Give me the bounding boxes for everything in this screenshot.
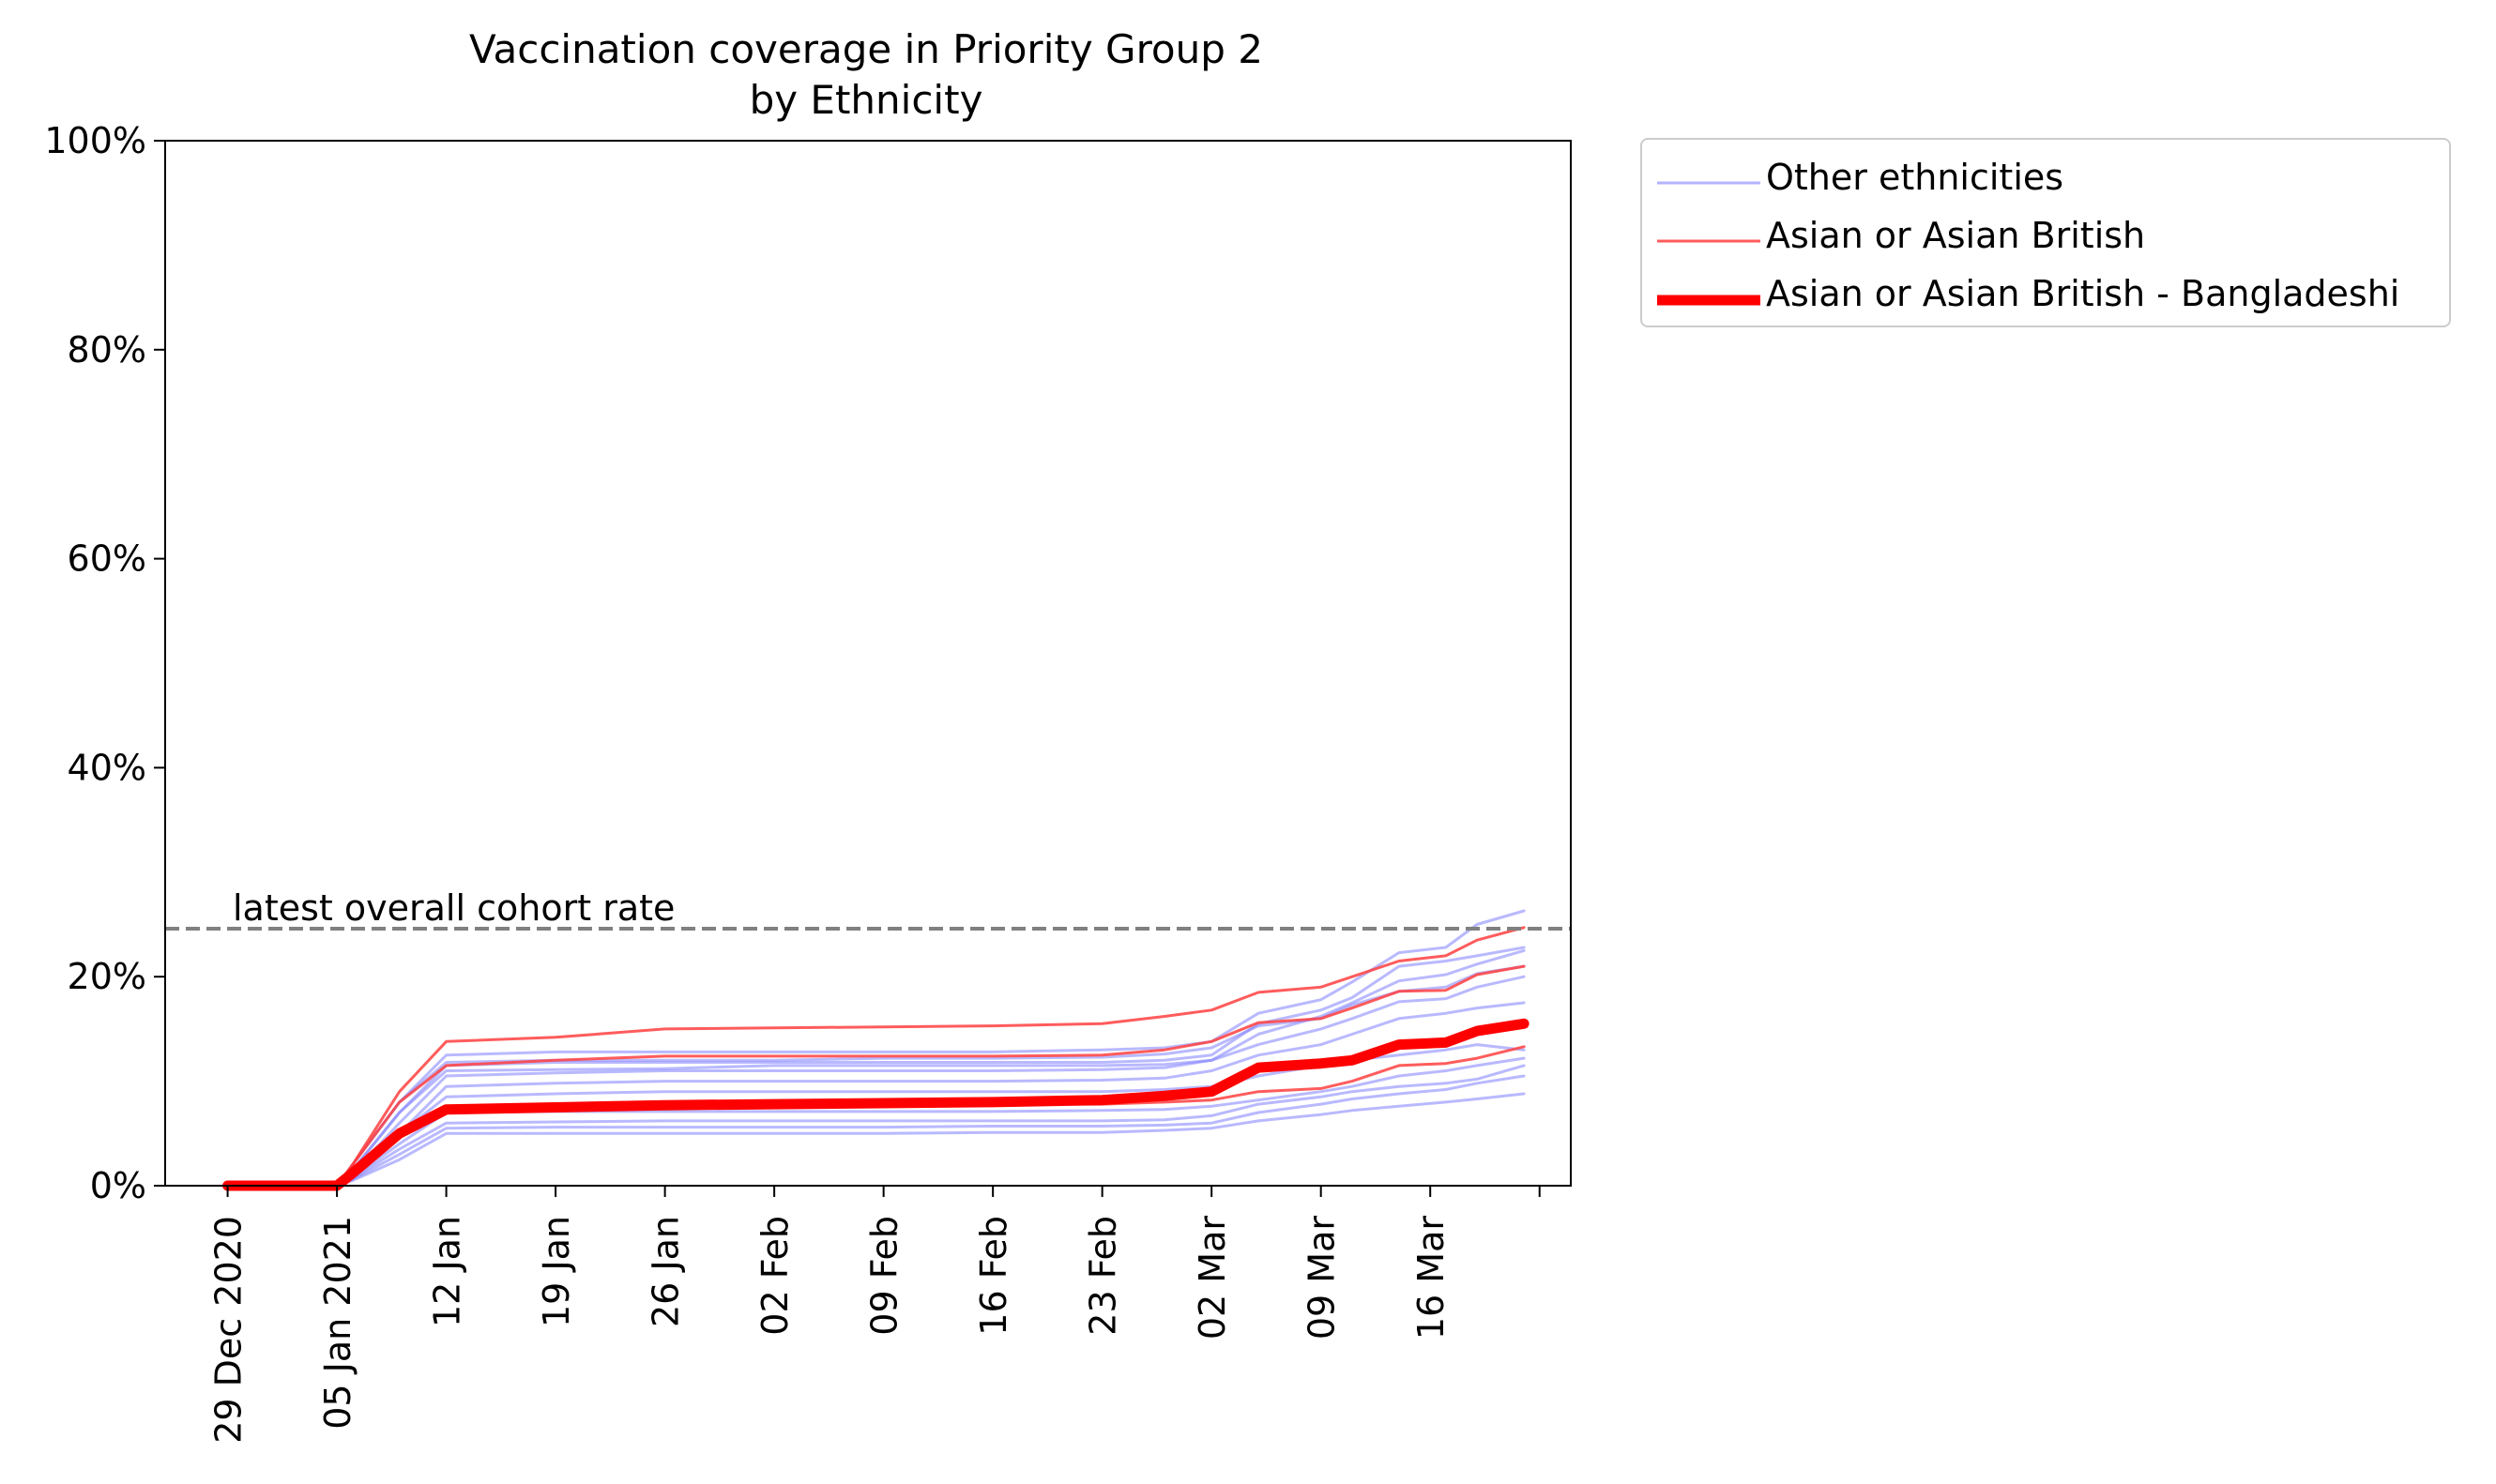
x-tick-label: 16 Mar — [1410, 1216, 1452, 1340]
series-line-asian-12 — [226, 964, 1526, 1188]
x-tick-label: 26 Jan — [646, 1216, 687, 1327]
series-line-other-7 — [226, 1064, 1526, 1188]
y-tick-label: 40% — [68, 747, 146, 788]
reference-line-label: latest overall cohort rate — [233, 887, 675, 929]
legend-item-bangladeshi: Asian or Asian British - Bangladeshi — [1642, 267, 2449, 326]
series-line-other-9 — [226, 1092, 1526, 1188]
x-tick-label: 29 Dec 2020 — [208, 1216, 250, 1444]
x-tick-label: 09 Mar — [1301, 1216, 1343, 1340]
x-axis: 29 Dec 2020 05 Jan 2021 12 Jan 19 Jan 26 Jan… — [208, 1186, 1541, 1444]
legend-swatch-asian — [1657, 239, 1760, 243]
chart-subtitle: by Ethnicity — [749, 77, 983, 123]
legend-label-other: Other ethnicities — [1766, 157, 2064, 198]
x-tick-label: 23 Feb — [1083, 1216, 1124, 1336]
y-tick-label: 0% — [90, 1165, 146, 1206]
y-axis: 0% 20% 40% 60% 80% 100% — [44, 120, 165, 1206]
x-tick-label: 05 Jan 2021 — [317, 1216, 358, 1430]
legend-swatch-other — [1657, 181, 1760, 185]
x-tick-label: 02 Feb — [754, 1216, 796, 1336]
series-line-other-2 — [226, 948, 1526, 1188]
legend-item-asian: Asian or Asian British — [1642, 209, 2449, 267]
legend-item-other: Other ethnicities — [1642, 151, 2449, 209]
y-tick-label: 80% — [68, 329, 146, 371]
plot-frame — [164, 140, 1572, 1187]
series-line-other-10 — [226, 964, 1526, 1188]
x-tick-label: 12 Jan — [427, 1216, 468, 1327]
y-tick-label: 20% — [68, 956, 146, 997]
legend: Other ethnicities Asian or Asian British… — [1640, 138, 2451, 327]
x-tick-label: 16 Feb — [973, 1216, 1014, 1336]
x-tick-label: 19 Jan — [536, 1216, 577, 1327]
series-line-asian-11 — [226, 926, 1526, 1188]
series-line-bangladeshi-14 — [222, 1018, 1530, 1191]
x-tick-label: 02 Mar — [1192, 1216, 1233, 1340]
legend-swatch-bangladeshi — [1657, 295, 1760, 306]
series-line-other-6 — [226, 1056, 1526, 1188]
chart-title: Vaccination coverage in Priority Group 2 — [469, 26, 1263, 72]
series-line-other-0 — [226, 909, 1526, 1188]
y-tick-label: 100% — [44, 120, 146, 161]
legend-label-asian: Asian or Asian British — [1766, 215, 2146, 256]
x-tick-label: 09 Feb — [864, 1216, 906, 1336]
legend-label-bangladeshi: Asian or Asian British - Bangladeshi — [1766, 273, 2400, 314]
y-tick-label: 60% — [68, 538, 146, 580]
series-line-other-8 — [226, 1074, 1526, 1188]
plot-area: latest overall cohort rate — [164, 140, 1572, 1191]
series-line-other-3 — [226, 975, 1526, 1188]
